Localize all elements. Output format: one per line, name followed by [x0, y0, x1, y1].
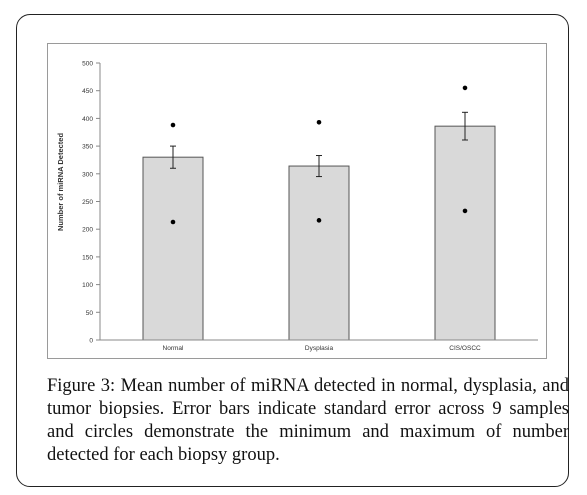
y-tick-label: 200: [82, 227, 93, 234]
max-marker: [462, 85, 468, 91]
y-tick-label: 100: [82, 282, 93, 289]
bar-chart: Number of miRNA Detected 0 50 100 150 200 250…: [56, 61, 538, 352]
min-marker: [316, 218, 322, 223]
y-tick-label: 500: [82, 61, 93, 68]
y-tick-label: 250: [82, 199, 93, 206]
y-tick-label: 150: [82, 254, 93, 261]
y-tick-label: 300: [82, 171, 93, 178]
x-tick-label: CIS/OSCC: [449, 345, 481, 352]
y-tick-label: 400: [82, 116, 93, 123]
bar-cis-oscc: [434, 125, 496, 341]
y-tick-label: 0: [89, 338, 93, 345]
max-marker: [316, 119, 322, 125]
y-axis-label: Number of miRNA Detected: [56, 133, 65, 231]
y-tick-label: 50: [86, 310, 94, 317]
bars: [142, 85, 496, 341]
figure-caption: Figure 3: Mean number of miRNA detected …: [47, 376, 569, 465]
min-marker: [170, 219, 176, 225]
x-axis: Normal Dysplasia CIS/OSCC: [100, 339, 538, 352]
bar-dysplasia: [288, 165, 350, 341]
chart-panel: Number of miRNA Detected 0 50 100 150 200 250…: [47, 43, 547, 359]
y-tick-label: 450: [82, 88, 93, 95]
bar-normal: [142, 156, 204, 341]
x-tick-label: Normal: [163, 345, 185, 352]
max-marker: [170, 122, 176, 128]
y-tick-label: 350: [82, 144, 93, 151]
y-axis: 0 50 100 150 200 250 300 350 400 450 500: [82, 61, 101, 345]
figure-frame: Number of miRNA Detected 0 50 100 150 200 250…: [16, 14, 569, 487]
x-tick-label: Dysplasia: [305, 345, 334, 352]
min-marker: [462, 208, 468, 214]
